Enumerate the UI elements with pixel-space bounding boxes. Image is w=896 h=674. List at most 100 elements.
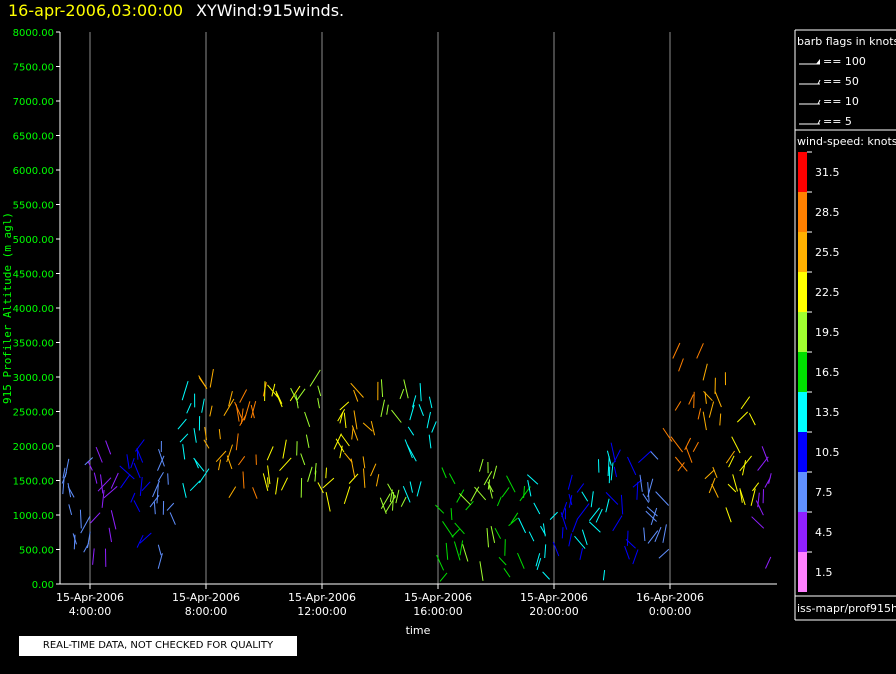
wind-barb <box>189 480 201 492</box>
wind-barb <box>453 541 461 561</box>
wind-barb <box>234 401 243 421</box>
wind-barb <box>605 498 610 513</box>
wind-barb <box>678 358 684 372</box>
wind-barb <box>450 508 453 521</box>
wind-barb <box>387 483 396 498</box>
wind-barb <box>672 342 681 359</box>
wind-barb <box>62 467 66 479</box>
wind-barb <box>337 408 346 422</box>
x-tick-label-time: 0:00:00 <box>649 605 691 618</box>
wind-barb <box>252 487 258 499</box>
wind-barb <box>79 509 82 529</box>
speed-legend-label: 31.5 <box>815 166 840 179</box>
wind-barb <box>670 436 683 453</box>
wind-barb <box>647 482 650 502</box>
wind-barb <box>684 437 692 451</box>
wind-barb <box>658 548 670 559</box>
wind-barb <box>494 527 502 539</box>
wind-barb <box>167 473 169 485</box>
speed-legend-label: 4.5 <box>815 526 833 539</box>
wind-barb <box>139 532 152 544</box>
wind-barb <box>757 492 760 508</box>
wind-barb <box>508 517 519 527</box>
wind-barb <box>193 457 205 472</box>
y-tick-label: 7500.00 <box>13 63 54 74</box>
wind-barb <box>650 451 659 460</box>
wind-barb <box>504 539 506 556</box>
wind-barb <box>166 502 175 511</box>
wind-barb <box>290 387 299 404</box>
wind-barb <box>757 456 769 471</box>
x-tick-label-date: 15-Apr-2006 <box>172 591 240 604</box>
wind-barb <box>704 469 715 480</box>
wind-barb <box>61 472 68 484</box>
wind-barb <box>179 433 189 443</box>
wind-barb <box>177 418 187 430</box>
wind-barb <box>456 489 465 503</box>
wind-barb <box>725 507 732 523</box>
speed-legend-swatch <box>798 552 807 592</box>
speed-legend-swatch <box>798 512 807 552</box>
wind-barb <box>73 534 76 550</box>
wind-barb <box>719 413 722 426</box>
wind-barb <box>506 475 516 493</box>
wind-barb <box>704 391 707 404</box>
wind-barb <box>458 493 471 506</box>
wind-barb <box>419 383 422 402</box>
wind-barb <box>119 465 135 480</box>
wind-barb <box>250 400 257 419</box>
wind-barb <box>309 369 321 387</box>
wind-barb <box>317 398 320 409</box>
wind-barb <box>602 570 606 581</box>
speed-legend-label: 7.5 <box>815 486 833 499</box>
wind-barb <box>402 486 411 503</box>
wind-barb <box>399 388 405 400</box>
wind-barb <box>282 439 287 459</box>
wind-barb <box>139 476 143 496</box>
wind-barb <box>692 441 699 452</box>
wind-barb <box>235 433 239 451</box>
wind-barb <box>590 491 594 508</box>
wind-barb <box>343 486 351 505</box>
wind-barb <box>503 568 511 578</box>
wind-barb <box>407 426 415 436</box>
wind-barb <box>242 471 245 489</box>
wind-barb <box>711 483 719 498</box>
wind-barb <box>674 456 688 472</box>
x-tick-label-time: 20:00:00 <box>529 605 578 618</box>
y-tick-label: 7000.00 <box>13 97 54 108</box>
wind-barb <box>510 512 519 524</box>
wind-barb <box>470 486 480 502</box>
wind-barb <box>103 486 118 499</box>
wind-barb <box>133 462 141 479</box>
wind-barb <box>385 495 397 513</box>
wind-barb <box>406 444 417 462</box>
wind-barb <box>605 492 619 505</box>
wind-barb <box>380 493 391 509</box>
wind-barb <box>626 530 629 546</box>
speed-legend-label: 28.5 <box>815 206 840 219</box>
wind-barb <box>581 529 588 546</box>
wind-barb <box>731 436 741 454</box>
wind-barb <box>725 450 736 464</box>
wind-barb <box>400 496 407 507</box>
wind-barb <box>108 527 112 543</box>
wind-barb <box>750 488 756 506</box>
wind-barb <box>436 554 445 571</box>
wind-barb <box>674 401 682 411</box>
wind-barb <box>636 481 639 500</box>
speed-legend-label: 19.5 <box>815 326 840 339</box>
y-tick-label: 0.00 <box>32 580 54 591</box>
wind-barb <box>275 390 283 405</box>
wind-barb <box>68 504 73 516</box>
speed-legend-label: 10.5 <box>815 446 840 459</box>
wind-barb <box>80 515 91 534</box>
title-datetime: 16-apr-2006,03:00:00 <box>8 1 184 20</box>
speed-legend-swatch <box>798 152 807 192</box>
wind-barb <box>339 401 350 411</box>
wind-barb <box>739 455 752 472</box>
wind-barb <box>201 398 205 413</box>
wind-barb <box>380 379 384 398</box>
wind-barb <box>198 468 210 484</box>
